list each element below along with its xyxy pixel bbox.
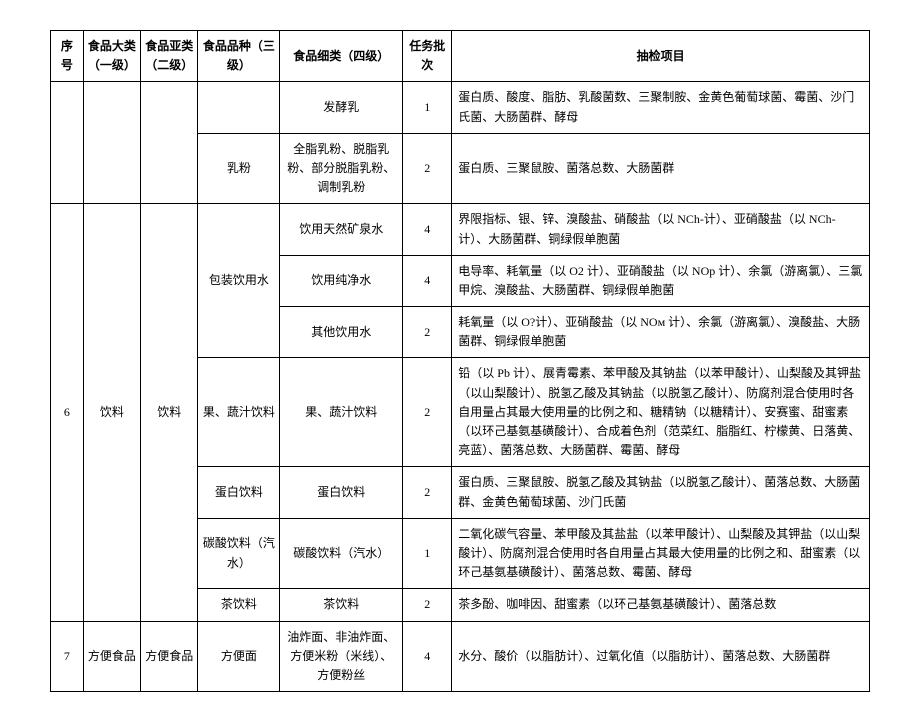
cell-l3: 方便面 xyxy=(198,621,280,692)
cell-l3: 果、蔬汁饮料 xyxy=(198,358,280,467)
cell-l4: 蛋白饮料 xyxy=(280,467,403,518)
inspection-table: 序号 食品大类（一级） 食品亚类（二级） 食品品种（三级） 食品细类（四级） 任… xyxy=(50,30,870,692)
header-seq: 序号 xyxy=(51,31,84,82)
cell-batch: 4 xyxy=(403,255,452,306)
cell-batch: 4 xyxy=(403,204,452,255)
cell-l4: 茶饮料 xyxy=(280,589,403,621)
header-l1: 食品大类（一级） xyxy=(83,31,140,82)
cell-l3: 包装饮用水 xyxy=(198,204,280,358)
cell-l1: 饮料 xyxy=(83,204,140,621)
cell-l2: 方便食品 xyxy=(141,621,198,692)
cell-seq xyxy=(51,82,84,204)
cell-l3: 乳粉 xyxy=(198,133,280,204)
cell-items: 铅（以 Pb 计）、展青霉素、苯甲酸及其钠盐（以苯甲酸计）、山梨酸及其钾盐（以山… xyxy=(452,358,870,467)
header-batch: 任务批次 xyxy=(403,31,452,82)
cell-l3: 蛋白饮料 xyxy=(198,467,280,518)
cell-l3 xyxy=(198,82,280,133)
cell-l1 xyxy=(83,82,140,204)
table-row: 6 饮料 饮料 包装饮用水 饮用天然矿泉水 4 界限指标、银、锌、溴酸盐、硝酸盐… xyxy=(51,204,870,255)
cell-batch: 2 xyxy=(403,358,452,467)
cell-l4: 碳酸饮料（汽水） xyxy=(280,518,403,589)
cell-l3: 茶饮料 xyxy=(198,589,280,621)
table-header-row: 序号 食品大类（一级） 食品亚类（二级） 食品品种（三级） 食品细类（四级） 任… xyxy=(51,31,870,82)
cell-l4: 全脂乳粉、脱脂乳粉、部分脱脂乳粉、调制乳粉 xyxy=(280,133,403,204)
cell-items: 界限指标、银、锌、溴酸盐、硝酸盐（以 NCh-计）、亚硝酸盐（以 NCh-计）、… xyxy=(452,204,870,255)
table-row: 7 方便食品 方便食品 方便面 油炸面、非油炸面、方便米粉（米线）、方便粉丝 4… xyxy=(51,621,870,692)
cell-items: 耗氧量（以 O?计）、亚硝酸盐（以 NOм 计）、余氯（游离氯）、溴酸盐、大肠菌… xyxy=(452,307,870,358)
cell-items: 蛋白质、三聚鼠胺、菌落总数、大肠菌群 xyxy=(452,133,870,204)
cell-l4: 饮用天然矿泉水 xyxy=(280,204,403,255)
cell-batch: 2 xyxy=(403,133,452,204)
cell-batch: 2 xyxy=(403,589,452,621)
cell-batch: 4 xyxy=(403,621,452,692)
cell-seq: 7 xyxy=(51,621,84,692)
table-row: 发酵乳 1 蛋白质、酸度、脂肪、乳酸菌数、三聚制胺、金黄色葡萄球菌、霉菌、沙门氏… xyxy=(51,82,870,133)
cell-l4: 油炸面、非油炸面、方便米粉（米线）、方便粉丝 xyxy=(280,621,403,692)
cell-l4: 饮用纯净水 xyxy=(280,255,403,306)
cell-items: 水分、酸价（以脂肪计）、过氧化值（以脂肪计）、菌落总数、大肠菌群 xyxy=(452,621,870,692)
cell-batch: 2 xyxy=(403,467,452,518)
cell-l4: 果、蔬汁饮料 xyxy=(280,358,403,467)
header-items: 抽检项目 xyxy=(452,31,870,82)
cell-l1: 方便食品 xyxy=(83,621,140,692)
header-l4: 食品细类（四级） xyxy=(280,31,403,82)
cell-items: 电导率、耗氧量（以 O2 计）、亚硝酸盐（以 NOp 计）、余氯（游离氯）、三氯… xyxy=(452,255,870,306)
cell-l2 xyxy=(141,82,198,204)
cell-batch: 2 xyxy=(403,307,452,358)
cell-batch: 1 xyxy=(403,518,452,589)
header-l2: 食品亚类（二级） xyxy=(141,31,198,82)
cell-batch: 1 xyxy=(403,82,452,133)
header-l3: 食品品种（三级） xyxy=(198,31,280,82)
cell-seq: 6 xyxy=(51,204,84,621)
cell-items: 二氧化碳气容量、苯甲酸及其盐盐（以苯甲酸计）、山梨酸及其钾盐（以山梨酸计）、防腐… xyxy=(452,518,870,589)
cell-l4: 其他饮用水 xyxy=(280,307,403,358)
cell-l3: 碳酸饮料（汽水） xyxy=(198,518,280,589)
cell-items: 茶多酚、咖啡因、甜蜜素（以环己基氨基磺酸计）、菌落总数 xyxy=(452,589,870,621)
cell-items: 蛋白质、酸度、脂肪、乳酸菌数、三聚制胺、金黄色葡萄球菌、霉菌、沙门氏菌、大肠菌群… xyxy=(452,82,870,133)
cell-items: 蛋白质、三聚鼠胺、脱氢乙酸及其钠盐（以脱氢乙酸计）、菌落总数、大肠菌群、金黄色葡… xyxy=(452,467,870,518)
cell-l2: 饮料 xyxy=(141,204,198,621)
cell-l4: 发酵乳 xyxy=(280,82,403,133)
